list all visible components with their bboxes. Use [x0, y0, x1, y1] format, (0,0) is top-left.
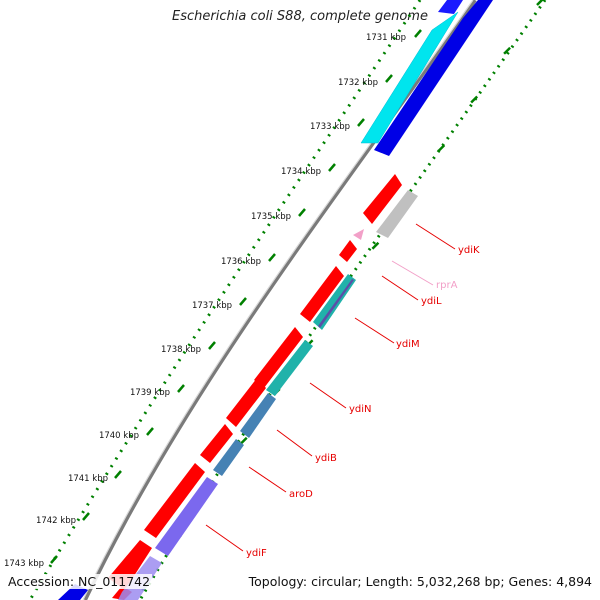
- tick-label: 1742 kbp: [36, 516, 76, 526]
- topology-summary: Topology: circular; Length: 5,032,268 bp…: [246, 574, 594, 589]
- tick-mark: [268, 253, 276, 262]
- leader-line: [381, 275, 419, 301]
- tick-mark: [50, 555, 58, 564]
- cyan-feature-block: [360, 11, 459, 144]
- gene-labels: ydiK rprA ydiL ydiM ydiN ydiB aroD ydiF: [246, 245, 480, 559]
- tick-mark: [357, 118, 365, 127]
- outer-tick: [371, 241, 380, 250]
- cds-ydiM-arrow: [300, 266, 344, 322]
- leader-line: [354, 317, 395, 344]
- tick-mark: [208, 341, 216, 350]
- gene-label-ydiL[interactable]: ydiL: [421, 296, 442, 307]
- ydiL-slate-stripe: [318, 279, 354, 328]
- cds-ydiB-arrow: [226, 378, 266, 427]
- cds-ydiK-arrow: [363, 174, 402, 224]
- tick-label: 1743 kbp: [4, 559, 44, 569]
- blue-feature-top: [438, 0, 463, 14]
- gene-label-ydiN[interactable]: ydiN: [349, 404, 372, 415]
- tick-label: 1736 kbp: [221, 257, 261, 267]
- leader-line: [205, 524, 244, 552]
- leader-line: [309, 382, 347, 409]
- ydiN-teal-block: [266, 340, 313, 396]
- gene-label-ydiM[interactable]: ydiM: [396, 339, 420, 350]
- tick-label: 1739 kbp: [130, 388, 170, 398]
- cds-ydiL-arrow: [339, 240, 357, 262]
- tick-mark: [385, 74, 393, 83]
- tick-label: 1732 kbp: [338, 78, 378, 88]
- ydiB-steel-block: [240, 393, 276, 438]
- genome-title: Escherichia coli S88, complete genome: [172, 9, 428, 24]
- outer-tick: [503, 46, 511, 55]
- gene-label-ydiF[interactable]: ydiF: [246, 548, 267, 559]
- gene-leader-lines: [205, 223, 456, 552]
- backbone-ring: [83, 0, 477, 600]
- tick-mark: [146, 427, 154, 436]
- tick-marks: [50, 29, 422, 564]
- outer-tick: [437, 144, 446, 153]
- gene-label-ydiK[interactable]: ydiK: [458, 245, 480, 256]
- cds-aroD-arrow: [200, 424, 233, 463]
- tick-label: 1733 kbp: [310, 122, 350, 132]
- cds-ydiF-arrow: [144, 463, 205, 538]
- tick-labels: 1731 kbp 1732 kbp 1733 kbp 1734 kbp 1735 kbp…: [4, 33, 406, 569]
- tick-label: 1741 kbp: [68, 474, 108, 484]
- leader-line: [248, 466, 287, 493]
- tick-label: 1737 kbp: [192, 301, 232, 311]
- tick-mark: [298, 208, 306, 217]
- tick-mark: [114, 470, 122, 479]
- tick-mark: [328, 163, 336, 172]
- outer-tick: [536, 0, 544, 6]
- tick-label: 1740 kbp: [99, 431, 139, 441]
- aroD-steel-block: [213, 439, 244, 476]
- tick-label: 1734 kbp: [281, 167, 321, 177]
- outer-tick: [470, 95, 479, 104]
- ydiL-teal-block: [313, 274, 356, 330]
- tick-label: 1735 kbp: [251, 212, 291, 222]
- tick-mark: [177, 384, 185, 393]
- outer-dotted-ring: [138, 0, 547, 600]
- tick-label: 1731 kbp: [366, 33, 406, 43]
- ydiK-grey-block: [376, 190, 418, 238]
- outer-tick: [239, 436, 248, 445]
- ydiF-slate-block: [155, 477, 218, 556]
- rprA-pink-mark: [353, 229, 364, 240]
- inner-dotted-ring: [28, 0, 422, 600]
- gene-label-aroD[interactable]: aroD: [289, 489, 313, 500]
- cds-ydiN-arrow: [254, 327, 303, 388]
- leader-line: [391, 260, 434, 286]
- blue-feature-block: [374, 0, 493, 156]
- leader-line: [276, 429, 313, 457]
- tick-mark: [82, 512, 90, 521]
- gene-label-ydiB[interactable]: ydiB: [315, 453, 337, 464]
- tick-mark: [239, 297, 247, 306]
- accession-label: Accession: NC_011742: [6, 574, 153, 589]
- tick-label: 1738 kbp: [161, 345, 201, 355]
- leader-line: [415, 223, 456, 250]
- gene-label-rprA[interactable]: rprA: [436, 280, 458, 291]
- feature-track-outer: [58, 190, 418, 600]
- tick-mark: [414, 29, 422, 38]
